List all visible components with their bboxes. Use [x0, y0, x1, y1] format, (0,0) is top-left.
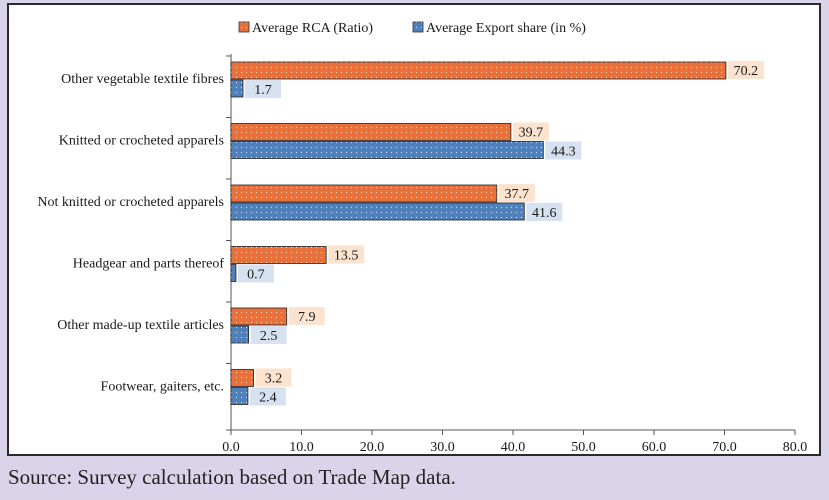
data-label-bg-rca: [288, 307, 325, 325]
data-label-export: 1.7: [254, 83, 272, 98]
x-tick-label: 0.0: [222, 440, 240, 455]
bar-rca: [230, 369, 254, 387]
legend-label-rca: Average RCA (Ratio): [252, 21, 373, 36]
data-label-rca: 13.5: [334, 249, 359, 264]
data-label-export: 44.3: [551, 145, 576, 160]
source-note: Source: Survey calculation based on Trad…: [8, 465, 456, 489]
data-label-bg-export: [249, 387, 286, 406]
category-label: Knitted or crocheted apparels: [59, 134, 224, 149]
bar-export: [230, 79, 244, 98]
x-tick-label: 10.0: [289, 440, 314, 455]
bar-rca: [230, 123, 512, 141]
data-label-rca: 70.2: [734, 64, 759, 79]
bar-export: [230, 141, 544, 159]
data-label-bg-export: [237, 264, 274, 283]
bar-export: [230, 202, 525, 221]
data-label-bg-export: [545, 141, 582, 160]
bar-rca: [230, 246, 327, 264]
data-label-bg-rca: [498, 184, 535, 202]
legend: Average RCA (Ratio) Average Export share…: [238, 21, 586, 36]
category-label: Other made-up textile articles: [57, 318, 224, 333]
category-label: Headgear and parts thereof: [73, 257, 225, 272]
category-label: Footwear, gaiters, etc.: [101, 380, 224, 395]
data-label-bg-export: [244, 80, 281, 98]
data-label-bg-rca: [328, 245, 365, 264]
x-tick-label: 70.0: [712, 440, 737, 455]
category-label: Other vegetable textile fibres: [61, 72, 224, 87]
bar-rca: [230, 307, 288, 326]
bar-export: [230, 325, 250, 344]
data-label-rca: 39.7: [519, 126, 544, 141]
x-tick-label: 30.0: [430, 440, 455, 455]
bar-rca: [230, 61, 727, 80]
chart-frame: Average RCA (Ratio) Average Export share…: [7, 3, 821, 456]
data-label-rca: 37.7: [505, 187, 530, 202]
category-label: Not knitted or crocheted apparels: [37, 195, 224, 210]
data-label-bg-rca: [255, 368, 292, 387]
data-label-rca: 7.9: [298, 310, 316, 325]
bar-export: [230, 264, 237, 282]
data-label-export: 0.7: [247, 268, 265, 283]
x-tick-label: 50.0: [571, 440, 596, 455]
x-tick-label: 20.0: [360, 440, 385, 455]
x-tick-label: 60.0: [642, 440, 667, 455]
data-label-bg-export: [250, 326, 287, 344]
bar-export: [230, 387, 249, 405]
legend-swatch-export: [412, 21, 424, 33]
data-label-export: 2.5: [260, 329, 278, 344]
legend-swatch-rca: [238, 21, 250, 33]
data-label-bg-export: [526, 203, 563, 221]
bar-chart: Average RCA (Ratio) Average Export share…: [37, 21, 807, 455]
data-label-bg-rca: [512, 122, 549, 141]
data-label-export: 41.6: [532, 206, 557, 221]
plot-area: 0.0 10.0 20.0 30.0 40.0 50.0 60.0 70.0 80.0 Other…: [37, 54, 807, 455]
data-label-export: 2.4: [259, 391, 277, 406]
x-tick-label: 40.0: [501, 440, 526, 455]
data-label-rca: 3.2: [265, 372, 283, 387]
bar-rca: [230, 184, 498, 203]
legend-label-export: Average Export share (in %): [426, 21, 586, 36]
data-label-bg-rca: [727, 61, 764, 79]
x-tick-label: 80.0: [783, 440, 808, 455]
